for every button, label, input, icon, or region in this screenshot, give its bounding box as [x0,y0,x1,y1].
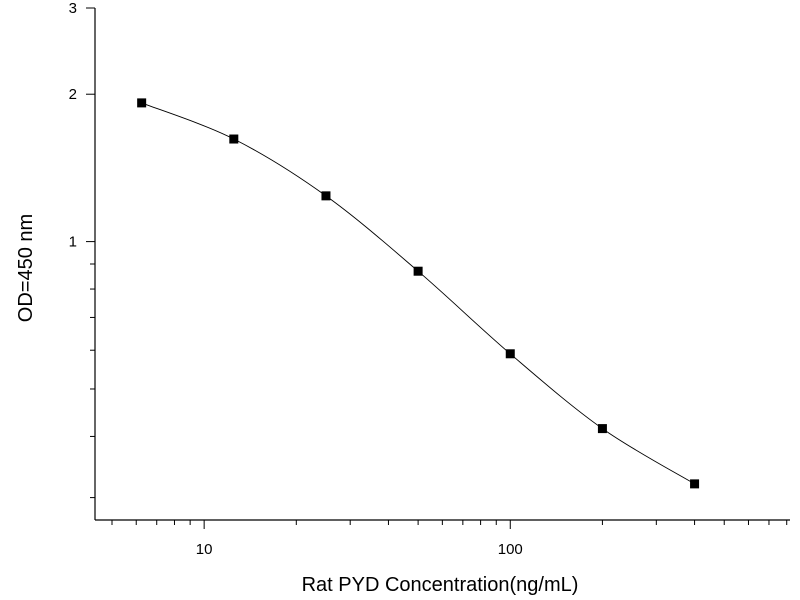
y-tick-label: 3 [69,0,77,17]
y-tick-label: 2 [69,86,77,103]
data-point [690,479,700,489]
x-tick-label: 10 [196,541,213,558]
axis-ticks: 10 100 1 2 3 [69,0,788,558]
y-tick-label: 1 [69,234,77,251]
x-tick-label: 100 [498,541,523,558]
x-axis-title: Rat PYD Concentration(ng/mL) [302,574,579,596]
data-point [505,349,515,359]
data-point [137,98,147,108]
data-point [321,191,331,201]
data-point [229,134,239,144]
y-axis-title: OD=450 nm [15,214,37,322]
data-point [597,424,607,434]
fitted-curve [141,102,695,485]
data-point [413,266,423,276]
data-points [137,98,700,489]
